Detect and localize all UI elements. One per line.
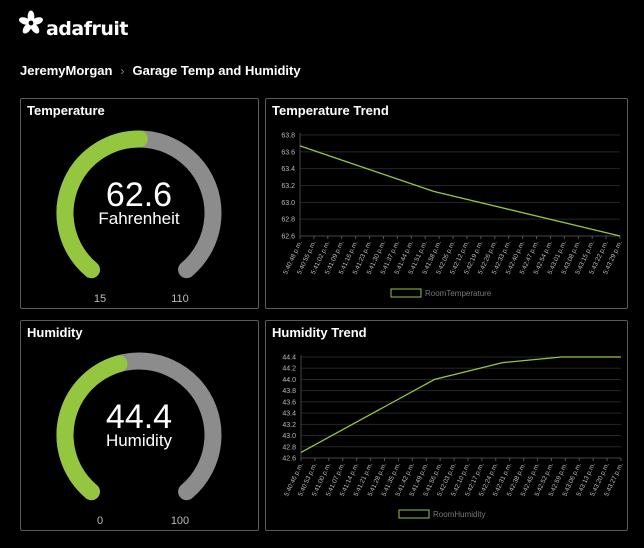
series-line	[299, 145, 621, 237]
temperature-gauge-title: Temperature	[27, 103, 105, 118]
legend-swatch	[398, 509, 430, 519]
temperature-gauge: 62.6 Fahrenheit 15 110	[56, 130, 222, 305]
humidity-trend-panel[interactable]: Humidity Trend 44.4 44.2 44.0 43.8 43.6 43.4 4…	[265, 320, 628, 531]
y-tick-label: 44.0	[282, 377, 296, 384]
humidity-gauge-panel[interactable]: Humidity 44.4 Humidity 0 100	[20, 320, 259, 531]
gauge-value: 44.4	[106, 398, 172, 436]
y-tick-label: 63.8	[281, 133, 295, 140]
gauge-max-label: 110	[171, 293, 189, 305]
brand-name: adafruit	[45, 18, 129, 40]
y-tick-label: 43.4	[282, 411, 296, 418]
gauge-unit: Fahrenheit	[98, 209, 180, 228]
humidity-gauge-title: Humidity	[27, 325, 83, 340]
breadcrumb: JeremyMorgan › Garage Temp and Humidity	[20, 63, 301, 78]
y-tick-label: 62.8	[281, 217, 295, 224]
y-tick-label: 43.0	[282, 433, 296, 440]
temperature-trend-panel[interactable]: Temperature Trend 63.8 63.6 63.4 63.2 63.0 62…	[265, 98, 628, 309]
y-tick-label: 43.8	[282, 388, 296, 395]
humidity-gauge: 44.4 Humidity 0 100	[56, 352, 222, 527]
gauge-max-label: 100	[171, 515, 189, 527]
temperature-trend-chart: 63.863.663.463.263.062.862.65:40:48 p.m.…	[281, 133, 624, 299]
y-tick-label: 42.6	[282, 456, 296, 463]
y-tick-label: 62.6	[281, 234, 295, 241]
breadcrumb-dashboard-title: Garage Temp and Humidity	[132, 63, 301, 78]
gauge-unit: Humidity	[106, 431, 173, 450]
gauge-fill	[56, 355, 128, 501]
temperature-trend-title: Temperature Trend	[272, 103, 389, 118]
gauge-min-label: 0	[97, 515, 103, 527]
humidity-trend-title: Humidity Trend	[272, 325, 367, 340]
gauge-min-label: 15	[94, 293, 106, 305]
gauge-fill	[56, 130, 148, 279]
series-line	[300, 356, 621, 453]
adafruit-logo[interactable]: adafruit	[18, 6, 129, 40]
humidity-trend-chart: 44.4 44.2 44.0 43.8 43.6 43.4 43.2 43.0 42.8 42.6…	[282, 355, 625, 520]
y-tick-label: 63.6	[281, 149, 295, 156]
chevron-right-icon: ›	[120, 63, 125, 78]
y-tick-label: 44.2	[282, 366, 296, 373]
gauge-value: 62.6	[106, 176, 172, 214]
y-tick-label: 43.2	[282, 422, 296, 429]
y-tick-label: 63.2	[281, 183, 295, 190]
y-tick-label: 63.0	[281, 200, 295, 207]
y-tick-label: 43.6	[282, 399, 296, 406]
temperature-gauge-panel[interactable]: Temperature 62.6 Fahrenheit 15 110	[20, 98, 259, 309]
flower-logo-icon	[19, 10, 43, 34]
breadcrumb-user-link[interactable]: JeremyMorgan	[20, 63, 113, 78]
y-tick-label: 44.4	[282, 355, 296, 362]
y-tick-label: 63.4	[281, 166, 295, 173]
legend-label: RoomHumidity	[433, 510, 485, 519]
legend-label: RoomTemperature	[425, 289, 492, 298]
y-tick-label: 42.8	[282, 444, 296, 451]
legend-swatch	[390, 288, 422, 298]
